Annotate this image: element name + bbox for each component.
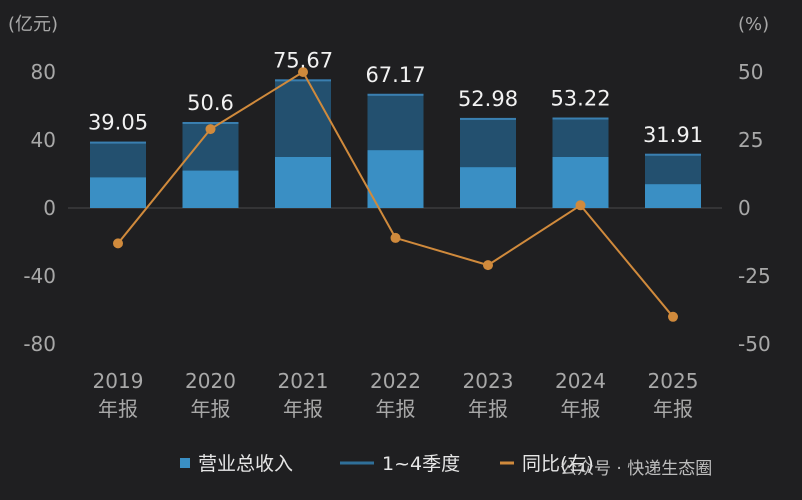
- legend-swatch-total: [180, 458, 190, 468]
- x-tick-label: 2022 年报: [370, 369, 421, 421]
- x-tick-label: 2025 年报: [648, 369, 699, 421]
- data-label: 31.91: [643, 123, 703, 147]
- x-tick-label: 2021 年报: [278, 369, 329, 421]
- yoy-point: [205, 124, 216, 135]
- data-label: 50.6: [187, 91, 234, 115]
- data-labels: 39.05 50.6 75.67 67.17 52.98 53.22 31.91: [88, 48, 703, 146]
- data-label: 67.17: [365, 63, 425, 87]
- y-right-tick: 50: [738, 60, 763, 84]
- y-right-tick: -50: [738, 332, 771, 356]
- x-tick-label: 2019 年报: [93, 369, 144, 421]
- y-left-tick: 0: [43, 196, 56, 220]
- watermark: 公众号 · 快递生态圈: [560, 459, 712, 479]
- yoy-point: [575, 200, 586, 211]
- legend-label-total: 营业总收入: [198, 453, 293, 475]
- bars: [90, 79, 701, 209]
- yoy-point: [113, 238, 123, 249]
- bar-total-top: [275, 79, 331, 82]
- legend-label-yoy: 同比(右): [522, 453, 594, 475]
- data-label: 52.98: [458, 87, 518, 111]
- bar-segment: [645, 184, 701, 208]
- x-tick-label: 2024 年报: [555, 369, 606, 421]
- bar-total-top: [645, 153, 701, 156]
- yoy-point: [390, 232, 401, 243]
- bar-segment: [90, 177, 146, 208]
- bar-total-top: [90, 141, 146, 144]
- y-right-tick: 25: [738, 128, 763, 152]
- y-left-tick: -80: [23, 332, 56, 356]
- data-label: 53.22: [550, 87, 610, 111]
- y-left-tick: 80: [31, 60, 56, 84]
- bar-total-top: [552, 117, 609, 120]
- y-right-tick: 0: [738, 196, 751, 220]
- yoy-point: [298, 67, 308, 77]
- y-left-tick: -40: [23, 264, 56, 288]
- bar-segment: [275, 157, 331, 208]
- bar-segment: [460, 167, 516, 208]
- bar-segment: [552, 157, 609, 208]
- bar-total-top: [460, 117, 516, 120]
- x-tick-label: 2020 年报: [185, 369, 236, 421]
- legend: 营业总收入 1~4季度 同比(右): [180, 453, 594, 475]
- bar-total-top: [367, 93, 424, 96]
- axes: (亿元) (%) 80 40 0 -40 -80 50 25 0 -25 -50 2019 年报 2020 年…: [8, 14, 771, 421]
- y-right-tick: -25: [738, 264, 771, 288]
- bar-segment: [182, 170, 239, 208]
- bar-total-top: [182, 121, 239, 124]
- legend-label-quarters: 1~4季度: [382, 453, 460, 475]
- y-right-unit: (%): [738, 14, 769, 35]
- yoy-line: [113, 67, 678, 322]
- x-tick-label: 2023 年报: [463, 369, 514, 421]
- y-left-tick: 40: [31, 128, 56, 152]
- bar-segment: [367, 150, 424, 208]
- yoy-point: [668, 311, 678, 322]
- data-label: 39.05: [88, 111, 148, 135]
- yoy-point: [483, 260, 493, 271]
- y-left-unit: (亿元): [8, 14, 58, 35]
- data-label: 75.67: [273, 48, 333, 72]
